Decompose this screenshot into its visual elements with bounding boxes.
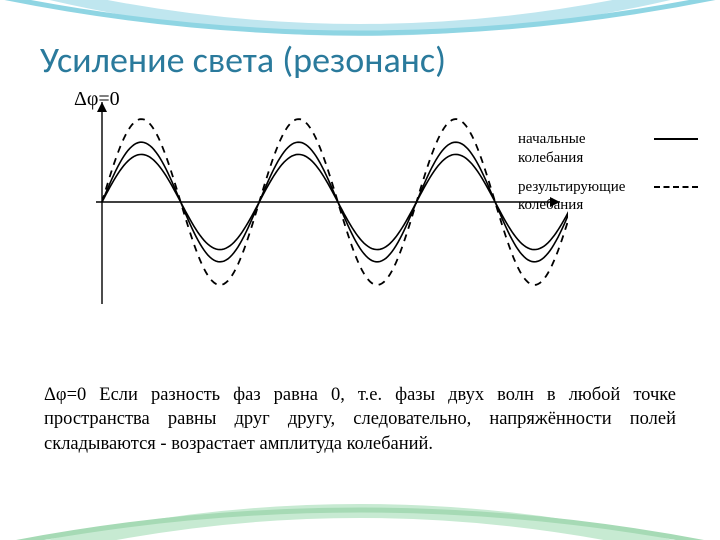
legend-label-initial: начальные колебания <box>518 130 648 168</box>
slide: Усиление света (резонанс) Δφ=0 начальные… <box>0 0 720 540</box>
decoration-bottom-arcs <box>0 480 720 540</box>
legend-label-resultant: результирующие колебания <box>518 178 648 216</box>
phase-label: Δφ=0 <box>74 88 120 111</box>
legend: начальные колебания результирующие колеб… <box>518 130 698 225</box>
slide-title: Усиление света (резонанс) <box>40 38 680 82</box>
legend-row-initial: начальные колебания <box>518 130 698 168</box>
legend-swatch-solid <box>654 130 698 140</box>
wave-diagram: Δφ=0 начальные колебания результирующие … <box>68 90 688 325</box>
body-paragraph: Δφ=0 Если разность фаз равна 0, т.е. фаз… <box>44 383 676 456</box>
legend-swatch-dashed <box>654 178 698 188</box>
legend-row-resultant: результирующие колебания <box>518 178 698 216</box>
wave-svg <box>68 90 568 320</box>
